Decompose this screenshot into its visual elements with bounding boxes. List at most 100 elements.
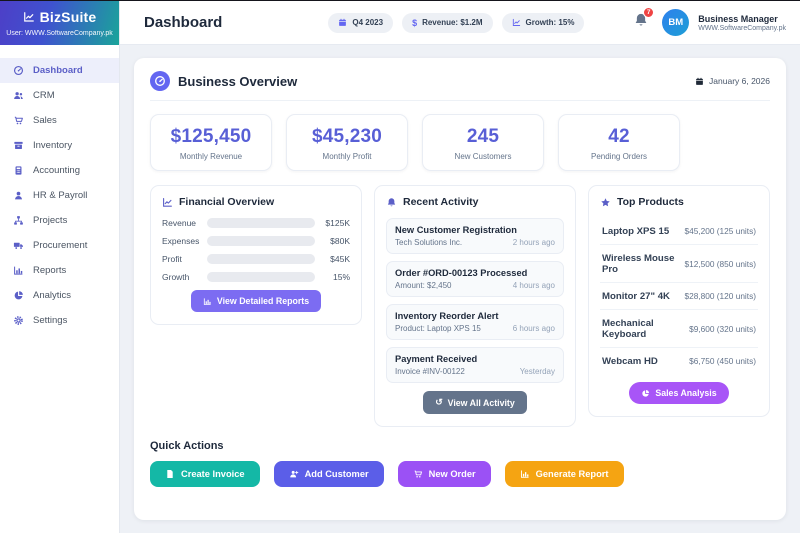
sidebar-item-analytics[interactable]: Analytics (0, 283, 119, 308)
sidebar-item-reports[interactable]: Reports (0, 258, 119, 283)
product-name: Laptop XPS 15 (602, 225, 670, 237)
sales-analysis-label: Sales Analysis (655, 388, 717, 398)
activity-item-time: 2 hours ago (512, 238, 555, 247)
sidebar-item-label: Projects (33, 215, 68, 226)
user-icon (13, 190, 24, 201)
recent-activity-title: Recent Activity (403, 196, 479, 208)
user-org: WWW.SoftwareCompany.pk (698, 24, 786, 32)
page-title: Dashboard (144, 14, 223, 31)
stat-card-monthly-revenue: $125,450 Monthly Revenue (150, 114, 272, 171)
activity-item-title: Inventory Reorder Alert (395, 311, 499, 321)
stat-value: 245 (466, 126, 500, 147)
activity-item[interactable]: Payment Received Invoice #INV-00122 Yest… (386, 347, 564, 383)
bar-label: Growth (162, 272, 190, 282)
view-all-activity-button[interactable]: ↺ View All Activity (423, 391, 527, 414)
activity-item[interactable]: New Customer Registration Tech Solutions… (386, 218, 564, 254)
generate-report-button[interactable]: Generate Report (504, 461, 624, 487)
bar-value: 15% (332, 272, 350, 282)
add-customer-button[interactable]: Add Customer (273, 461, 384, 487)
new-order-label: New Order (428, 469, 476, 479)
growth-pill[interactable]: Growth: 15% (501, 12, 585, 33)
revenue-pill[interactable]: $ Revenue: $1.2M (402, 12, 493, 33)
topbar-right: 7 BM Business Manager WWW.SoftwareCompan… (633, 7, 786, 36)
activity-item-title: Payment Received (395, 354, 478, 364)
sidebar-item-dashboard[interactable]: Dashboard (0, 58, 119, 83)
sidebar-item-sales[interactable]: Sales (0, 108, 119, 133)
stat-value: $125,450 (170, 126, 252, 147)
header-pills: Q4 2023 $ Revenue: $1.2M Growth: 15% (328, 12, 585, 33)
overview-header: Business Overview January 6, 2026 (150, 71, 770, 101)
generate-report-label: Generate Report (535, 469, 609, 479)
view-all-activity-label: View All Activity (447, 397, 515, 408)
sidebar-user-line: User: WWW.SoftwareCompany.pk (6, 30, 113, 37)
activity-item[interactable]: Order #ORD-00123 Processed Amount: $2,45… (386, 261, 564, 297)
main-content: Business Overview January 6, 2026 $125,4… (120, 45, 800, 533)
stat-label: New Customers (454, 152, 512, 161)
pie-chart-icon (13, 290, 24, 301)
bell-icon (386, 197, 397, 208)
top-products-panel: Top Products Laptop XPS 15 $45,200 (125 … (588, 185, 770, 417)
view-detailed-reports-button[interactable]: View Detailed Reports (190, 290, 322, 312)
overview-card: Business Overview January 6, 2026 $125,4… (134, 58, 786, 520)
sidebar-item-label: Sales (33, 115, 57, 126)
product-row[interactable]: Webcam HD $6,750 (450 units) (600, 348, 758, 374)
sidebar-item-procurement[interactable]: Procurement (0, 233, 119, 258)
notifications-button[interactable]: 7 (633, 7, 655, 33)
stat-card-pending-orders: 42 Pending Orders (558, 114, 680, 171)
sidebar-item-settings[interactable]: Settings (0, 308, 119, 333)
product-value: $28,800 (120 units) (684, 291, 757, 301)
overview-date-text: January 6, 2026 (709, 76, 770, 86)
sidebar-item-label: HR & Payroll (33, 190, 88, 201)
sidebar-item-crm[interactable]: CRM (0, 83, 119, 108)
gauge-icon (13, 65, 24, 76)
revenue-pill-label: Revenue: $1.2M (422, 18, 483, 27)
activity-item[interactable]: Inventory Reorder Alert Product: Laptop … (386, 304, 564, 340)
create-invoice-button[interactable]: Create Invoice (150, 461, 260, 487)
quarter-pill[interactable]: Q4 2023 (328, 12, 394, 33)
activity-item-title: New Customer Registration (395, 225, 517, 235)
sidebar-item-label: Accounting (33, 165, 81, 176)
quick-actions-title: Quick Actions (150, 440, 224, 452)
top-products-header: Top Products (600, 196, 758, 208)
user-name: Business Manager (698, 13, 778, 24)
sidebar-item-label: Analytics (33, 290, 72, 301)
overview-title: Business Overview (178, 73, 298, 89)
bar-row-profit: Profit $45K (162, 254, 350, 264)
sidebar-item-projects[interactable]: Projects (0, 208, 119, 233)
calendar-icon (338, 18, 347, 27)
product-row[interactable]: Wireless Mouse Pro $12,500 (850 units) (600, 245, 758, 283)
chart-bar-icon (13, 265, 24, 276)
activity-item-detail: Product: Laptop XPS 15 (395, 324, 481, 333)
product-name: Monitor 27" 4K (602, 290, 670, 302)
sidebar-item-label: Procurement (33, 240, 88, 251)
user-info: Business Manager WWW.SoftwareCompany.pk (698, 14, 786, 32)
financial-overview-panel: Financial Overview Revenue $125K Expense… (150, 185, 362, 325)
cart-icon (13, 115, 24, 126)
product-name: Webcam HD (602, 355, 658, 367)
sidebar-item-label: Settings (33, 315, 68, 326)
gauge-badge-icon (150, 71, 170, 91)
product-name: Mechanical Keyboard (602, 317, 654, 340)
calculator-icon (13, 165, 24, 176)
avatar[interactable]: BM (662, 9, 690, 36)
sidebar-item-inventory[interactable]: Inventory (0, 133, 119, 158)
new-order-button[interactable]: New Order (397, 461, 491, 487)
product-row[interactable]: Monitor 27" 4K $28,800 (120 units) (600, 283, 758, 310)
sidebar-item-label: Reports (33, 265, 67, 276)
stat-card-monthly-profit: $45,230 Monthly Profit (286, 114, 408, 171)
sales-analysis-button[interactable]: Sales Analysis (629, 382, 729, 404)
activity-item-title: Order #ORD-00123 Processed (395, 268, 528, 278)
chart-bar-icon (203, 297, 212, 306)
product-row[interactable]: Mechanical Keyboard $9,600 (320 units) (600, 310, 758, 348)
topbar: Dashboard Q4 2023 $ Revenue: $1.2M Growt… (120, 1, 800, 45)
product-row[interactable]: Laptop XPS 15 $45,200 (125 units) (600, 218, 758, 245)
cart-icon (413, 469, 423, 479)
chart-line-icon (23, 11, 35, 23)
bar-label: Profit (162, 254, 182, 264)
box-icon (13, 140, 24, 151)
app-title: BizSuite (39, 9, 97, 25)
star-icon (600, 197, 611, 208)
sidebar-item-hr-payroll[interactable]: HR & Payroll (0, 183, 119, 208)
growth-pill-label: Growth: 15% (525, 18, 575, 27)
sidebar-item-accounting[interactable]: Accounting (0, 158, 119, 183)
